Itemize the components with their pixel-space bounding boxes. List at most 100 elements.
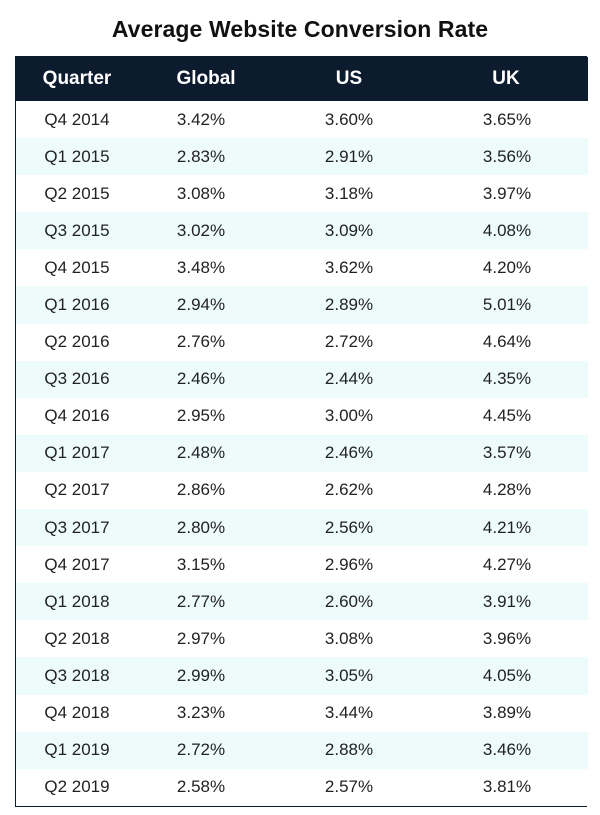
table-row: Q4 2014 3.42% 3.60% 3.65% [16,101,588,139]
cell-us: 2.88% [274,731,424,769]
cell-global: 3.48% [138,249,274,287]
cell-us: 2.44% [274,360,424,398]
table-row: Q3 2015 3.02% 3.09% 4.08% [16,212,588,250]
table-title: Average Website Conversion Rate [111,16,489,42]
cell-quarter: Q4 2015 [16,249,138,287]
cell-us: 2.56% [274,509,424,547]
cell-quarter: Q1 2016 [16,286,138,324]
cell-uk: 3.91% [424,583,588,621]
cell-quarter: Q4 2016 [16,397,138,435]
cell-global: 2.99% [138,657,274,695]
cell-us: 2.62% [274,471,424,510]
cell-uk: 4.45% [424,397,588,435]
table-body: Q4 2014 3.42% 3.60% 3.65% Q1 2015 2.83% 2.91% 3… [16,101,588,806]
table-row: Q1 2017 2.48% 2.46% 3.57% [16,434,588,472]
cell-global: 2.46% [138,360,274,398]
cell-uk: 4.05% [424,657,588,695]
conversion-rate-table: Quarter Global US UK Q4 2014 3.42% 3.60% 3.… [16,57,588,806]
cell-quarter: Q4 2018 [16,694,138,732]
cell-uk: 4.64% [424,323,588,361]
cell-global: 2.80% [138,509,274,547]
table-row: Q3 2017 2.80% 2.56% 4.21% [16,509,588,547]
cell-us: 3.60% [274,101,424,139]
cell-us: 2.89% [274,286,424,324]
cell-global: 2.72% [138,731,274,769]
table-header: Quarter Global US UK [16,57,588,101]
cell-global: 3.15% [138,546,274,584]
cell-global: 2.94% [138,286,274,324]
cell-us: 3.05% [274,657,424,695]
cell-us: 3.08% [274,620,424,658]
cell-quarter: Q3 2015 [16,212,138,250]
column-header-quarter: Quarter [16,57,138,101]
cell-uk: 4.28% [424,471,588,510]
cell-quarter: Q3 2017 [16,509,138,547]
cell-global: 2.77% [138,583,274,621]
cell-global: 2.95% [138,397,274,435]
cell-quarter: Q2 2015 [16,175,138,213]
cell-uk: 3.65% [424,101,588,139]
cell-uk: 3.96% [424,620,588,658]
cell-quarter: Q1 2017 [16,434,138,472]
table-row: Q4 2015 3.48% 3.62% 4.20% [16,249,588,287]
table-row: Q2 2017 2.86% 2.62% 4.28% [16,471,588,510]
cell-global: 2.86% [138,471,274,510]
cell-quarter: Q4 2014 [16,101,138,139]
table-row: Q1 2016 2.94% 2.89% 5.01% [16,286,588,324]
cell-us: 3.18% [274,175,424,213]
cell-uk: 4.35% [424,360,588,398]
cell-global: 3.23% [138,694,274,732]
table-row: Q4 2018 3.23% 3.44% 3.89% [16,694,588,732]
table-row: Q3 2018 2.99% 3.05% 4.05% [16,657,588,695]
column-header-us: US [274,57,424,101]
conversion-rate-table-container: Quarter Global US UK Q4 2014 3.42% 3.60% 3.… [15,56,588,807]
header-row: Quarter Global US UK [16,57,588,101]
table-row: Q2 2019 2.58% 2.57% 3.81% [16,768,588,806]
cell-us: 3.09% [274,212,424,250]
cell-quarter: Q2 2019 [16,768,138,806]
cell-global: 2.83% [138,138,274,176]
cell-global: 3.02% [138,212,274,250]
cell-uk: 4.08% [424,212,588,250]
cell-uk: 3.97% [424,175,588,213]
cell-quarter: Q3 2018 [16,657,138,695]
cell-quarter: Q4 2017 [16,546,138,584]
table-row: Q1 2018 2.77% 2.60% 3.91% [16,583,588,621]
cell-global: 3.08% [138,175,274,213]
cell-uk: 3.81% [424,768,588,806]
cell-uk: 3.57% [424,434,588,472]
cell-uk: 4.21% [424,509,588,547]
table-row: Q4 2016 2.95% 3.00% 4.45% [16,397,588,435]
cell-global: 2.48% [138,434,274,472]
cell-us: 2.57% [274,768,424,806]
table-row: Q2 2015 3.08% 3.18% 3.97% [16,175,588,213]
cell-quarter: Q1 2019 [16,731,138,769]
cell-quarter: Q2 2018 [16,620,138,658]
cell-uk: 3.46% [424,731,588,769]
table-row: Q3 2016 2.46% 2.44% 4.35% [16,360,588,398]
cell-quarter: Q2 2016 [16,323,138,361]
cell-us: 3.00% [274,397,424,435]
cell-quarter: Q3 2016 [16,360,138,398]
cell-us: 2.96% [274,546,424,584]
cell-uk: 3.89% [424,694,588,732]
cell-us: 3.62% [274,249,424,287]
cell-us: 3.44% [274,694,424,732]
cell-us: 2.91% [274,138,424,176]
column-header-global: Global [138,57,274,101]
cell-us: 2.60% [274,583,424,621]
cell-uk: 5.01% [424,286,588,324]
table-row: Q4 2017 3.15% 2.96% 4.27% [16,546,588,584]
table-row: Q2 2018 2.97% 3.08% 3.96% [16,620,588,658]
table-row: Q1 2019 2.72% 2.88% 3.46% [16,731,588,769]
cell-uk: 4.20% [424,249,588,287]
cell-global: 2.76% [138,323,274,361]
cell-us: 2.72% [274,323,424,361]
cell-global: 2.58% [138,768,274,806]
cell-us: 2.46% [274,434,424,472]
cell-global: 3.42% [138,101,274,139]
cell-global: 2.97% [138,620,274,658]
cell-quarter: Q1 2018 [16,583,138,621]
table-row: Q2 2016 2.76% 2.72% 4.64% [16,323,588,361]
cell-uk: 3.56% [424,138,588,176]
